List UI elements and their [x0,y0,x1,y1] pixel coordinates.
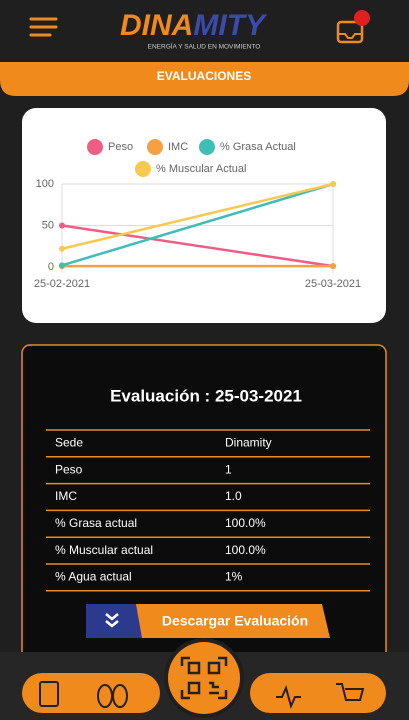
row-label: IMC [55,489,77,503]
legend-label: % Grasa Actual [220,141,296,153]
legend-swatch [87,139,103,155]
y-tick-label: 100 [36,178,54,190]
x-tick-label: 25-03-2021 [305,278,361,290]
y-tick-label: 50 [42,219,54,231]
row-value: 1.0 [225,489,242,503]
notification-dot [354,10,370,26]
menu-button[interactable] [29,17,58,37]
tagline: ENERGÍA Y SALUD EN MOVIMIENTO [148,42,261,51]
row-label: % Agua actual [55,570,132,584]
legend-swatch [199,139,215,155]
row-value: 100.0% [225,516,266,530]
x-tick-label: 25-02-2021 [34,278,90,290]
row-value: 1% [225,570,243,584]
series-line [61,182,334,267]
row-label: Sede [55,436,83,450]
inbox-button[interactable] [336,10,370,44]
legend-label: Peso [108,141,133,153]
section-title: EVALUACIONES [157,69,251,83]
series-line [61,182,334,250]
button-label: Descargar Evaluación [162,613,308,629]
chevrons [105,613,119,628]
clipboard-icon [39,681,59,707]
data-point [59,222,65,229]
evaluation-table: Sede Dinamity Peso 1 IMC 1.0 % Grasa actual 100… [46,429,370,592]
logo-part: DINA [120,9,193,42]
nav-pill-right[interactable] [250,673,386,713]
series-line [61,224,334,268]
row-value: 1 [225,462,232,476]
data-point [59,262,65,269]
logo: DINAMITY [120,9,268,42]
download-button[interactable]: Descargar Evaluación [86,604,330,638]
weights-icon [97,684,128,708]
row-label: Peso [55,462,83,476]
legend-label: IMC [168,141,188,153]
data-point [330,181,336,187]
legend-swatch [135,161,151,177]
legend-swatch [147,139,163,155]
row-value: Dinamity [225,436,272,450]
activity-icon [276,685,301,709]
data-point [59,245,65,252]
chart: 0 50 100 25-02-2021 25-03-2021 Peso IMC % Grasa… [34,139,361,290]
logo-part: MITY [193,9,268,42]
button-body [86,604,330,638]
qr-icon [180,656,228,700]
data-point [330,263,336,270]
section-bar [0,62,409,96]
y-tick-label: 0 [48,261,54,273]
cart-icon [336,683,365,701]
qr-button[interactable] [168,642,240,714]
inbox-icon [338,33,362,39]
button-icon-bg [86,604,142,638]
row-label: % Muscular actual [55,543,153,557]
row-value: 100.0% [225,543,266,557]
evaluation-title: Evaluación : 25-03-2021 [110,386,302,405]
inbox-icon [336,20,364,44]
row-label: % Grasa actual [55,516,137,530]
legend-label: % Muscular Actual [156,163,246,175]
